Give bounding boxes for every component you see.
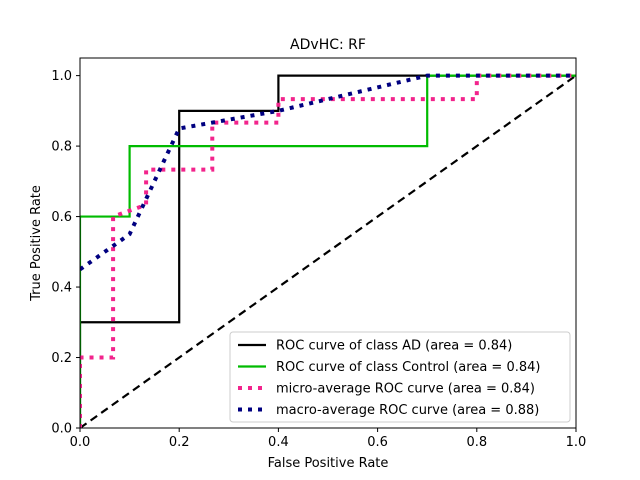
legend: ROC curve of class AD (area = 0.84) ROC c…	[229, 331, 571, 423]
series-line-ad	[80, 74, 576, 428]
series-layer	[80, 73, 576, 428]
legend-entry-label: ROC curve of class AD (area = 0.84)	[276, 339, 512, 354]
x-tick-label: 0.8	[466, 435, 487, 450]
chance-diagonal-line	[80, 74, 576, 428]
legend-entry-label: ROC curve of class Control (area = 0.84)	[276, 360, 540, 375]
y-tick-label: 1.0	[51, 69, 72, 84]
y-tick-label: 0.0	[51, 422, 72, 437]
series-line-micro-average	[80, 73, 576, 428]
y-tick-label: 0.6	[51, 210, 72, 225]
y-axis-label: True Positive Rate	[29, 185, 44, 302]
x-tick-label: 0.6	[367, 435, 388, 450]
x-tick-label: 0.0	[70, 435, 91, 450]
legend-entry-label: micro-average ROC curve (area = 0.84)	[276, 382, 535, 397]
x-tick-label: 0.4	[268, 435, 289, 450]
x-axis-label: False Positive Rate	[268, 456, 389, 471]
plot-frame	[79, 57, 577, 429]
legend-box	[229, 331, 571, 423]
y-tick-label: 0.8	[51, 140, 72, 155]
y-tick-label: 0.2	[51, 351, 72, 366]
chart-title: ADvHC: RF	[290, 37, 366, 53]
x-tick-label: 1.0	[566, 435, 587, 450]
x-tick-label: 0.2	[169, 435, 190, 450]
legend-entry-label: macro-average ROC curve (area = 0.88)	[276, 403, 539, 418]
y-axis: 0.0 0.2 0.4 0.6 0.8 1.0	[51, 69, 80, 437]
x-axis: 0.0 0.2 0.4 0.6 0.8 1.0	[70, 428, 587, 450]
y-tick-label: 0.4	[51, 281, 72, 296]
series-line-macro-average	[80, 73, 576, 272]
